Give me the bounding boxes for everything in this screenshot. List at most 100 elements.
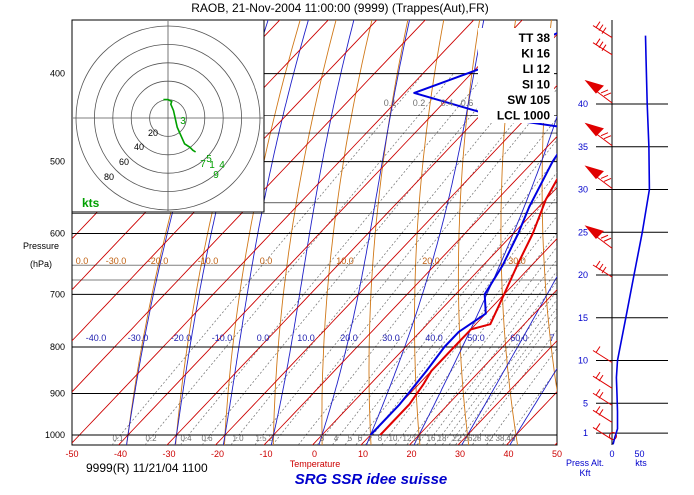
moist-adiabat-label: 20.0 <box>340 333 358 343</box>
temperature-tick-label: -40 <box>114 449 127 459</box>
mixing-ratio-label: 0.4 <box>441 98 454 108</box>
temperature-tick-label: 30 <box>455 449 465 459</box>
wind-barb <box>593 406 612 422</box>
wind-profile-yunit: Kft <box>579 468 591 478</box>
index-value: 12 <box>537 62 551 76</box>
wind-barb-tick <box>604 136 611 139</box>
mixing-ratio-label: 7 <box>368 434 373 443</box>
moist-adiabat-label: -40.0 <box>86 333 107 343</box>
hodograph-point-label: 4 <box>219 160 225 171</box>
wind-barb-tick <box>599 392 603 398</box>
index-ki: KI 16 <box>521 47 550 61</box>
moist-adiabat-label: -30.0 <box>128 333 149 343</box>
temperature-tick-label: 20 <box>406 449 416 459</box>
moist-adiabat-label: -10.0 <box>212 333 233 343</box>
dry-adiabat-line <box>658 0 694 454</box>
wind-barb-flag <box>586 226 603 238</box>
mixing-ratio-label: 28 <box>473 434 482 443</box>
mixing-ratio-label: 0.2 <box>413 98 426 108</box>
altitude-tick-label: 25 <box>578 227 588 237</box>
hodograph-point-label: 9 <box>213 170 219 181</box>
pressure-tick-label: 800 <box>50 342 65 352</box>
hodograph-ring-label: 40 <box>134 142 144 152</box>
hodograph-point-label: 3 <box>180 116 186 127</box>
altitude-tick-label: 20 <box>578 270 588 280</box>
altitude-tick-label: 30 <box>578 185 588 195</box>
wind-barb <box>593 22 612 38</box>
wind-barb-tick <box>599 409 603 415</box>
mixing-ratio-label: 5 <box>348 434 353 443</box>
mixing-ratio-label: 0.1 <box>384 98 397 108</box>
temperature-tick-label: -20 <box>211 449 224 459</box>
moist-adiabat-label: 60.0 <box>510 333 528 343</box>
pressure-axis-label: Pressure <box>23 241 59 251</box>
wind-profile-xlabel: kts <box>635 458 647 468</box>
moist-adiabat-label: 40.0 <box>425 333 443 343</box>
dry-adiabat-label: -20.0 <box>148 256 169 266</box>
wind-barb-tick <box>596 39 600 45</box>
wind-barb-tick <box>601 235 608 238</box>
wind-barb-tick <box>599 42 603 48</box>
chart-title: RAOB, 21-Nov-2004 11:00:00 (9999) (Trapp… <box>191 1 488 15</box>
wind-speed-line <box>613 36 649 445</box>
wind-barb-tick <box>604 178 611 181</box>
altitude-tick-label: 5 <box>583 398 588 408</box>
dry-adiabat-line <box>621 0 694 454</box>
wind-barb-staff <box>596 134 612 146</box>
wind-barb-staff <box>596 236 612 248</box>
wind-barb-tick <box>596 406 600 412</box>
wind-barb-flag <box>586 124 603 136</box>
wind-barb-staff <box>596 176 612 188</box>
pressure-tick-label: 700 <box>50 289 65 299</box>
mixing-ratio-label: 0.6 <box>461 98 474 108</box>
index-sw: SW 105 <box>507 93 550 107</box>
isotherm-line <box>546 0 694 454</box>
mixing-ratio-label: 8 <box>378 434 383 443</box>
wind-barb-tick <box>596 389 600 395</box>
wind-barb-tick <box>601 90 608 93</box>
index-name: KI <box>521 47 533 61</box>
altitude-tick-label: 15 <box>578 313 588 323</box>
index-name: LI <box>523 62 534 76</box>
moist-adiabat-label: 10.0 <box>297 333 315 343</box>
index-value: 10 <box>537 78 551 92</box>
wind-barb-tick <box>599 25 603 31</box>
wind-speed-trace <box>613 36 649 445</box>
dry-adiabat-label: 0.0 <box>260 256 273 266</box>
temperature-tick-label: 50 <box>552 449 562 459</box>
altitude-tick-label: 10 <box>578 356 588 366</box>
wind-barb <box>586 124 612 146</box>
mixing-ratio-label: 3 <box>320 434 325 443</box>
dry-adiabat-label: 0.0 <box>76 256 89 266</box>
wind-barb-tick <box>599 375 603 381</box>
wind-barb <box>593 39 612 55</box>
index-tt: TT 38 <box>519 31 551 45</box>
mixing-ratio-label: 18 <box>438 434 447 443</box>
mixing-ratio-label: 2 <box>269 434 274 443</box>
moist-adiabat-label: 50.0 <box>467 333 485 343</box>
wind-barb-tick <box>599 264 603 270</box>
wind-barb <box>593 372 612 388</box>
wind-barb-tick <box>596 372 600 378</box>
wind-speed-tick-label: 0 <box>609 449 614 459</box>
temperature-tick-label: 10 <box>358 449 368 459</box>
station-info: 9999(R) 11/21/04 1100 <box>86 461 208 475</box>
mixing-ratio-label: 4 <box>334 434 339 443</box>
mixing-ratio-label: 0.1 <box>112 434 124 443</box>
wind-barb-flag <box>586 166 603 178</box>
wind-barbs <box>586 22 612 440</box>
wind-barb <box>586 226 612 248</box>
pressure-axis-unit: (hPa) <box>30 259 52 269</box>
pressure-tick-label: 600 <box>50 229 65 239</box>
temperature-tick-label: 0 <box>312 449 317 459</box>
hodograph-point-label: 7 <box>200 159 206 170</box>
dry-adiabat-label: -10.0 <box>198 256 219 266</box>
mixing-ratio-label: 6 <box>358 434 363 443</box>
hodograph-unit-label: kts <box>82 196 100 210</box>
pressure-tick-label: 1000 <box>45 430 65 440</box>
pressure-tick-label: 400 <box>50 69 65 79</box>
